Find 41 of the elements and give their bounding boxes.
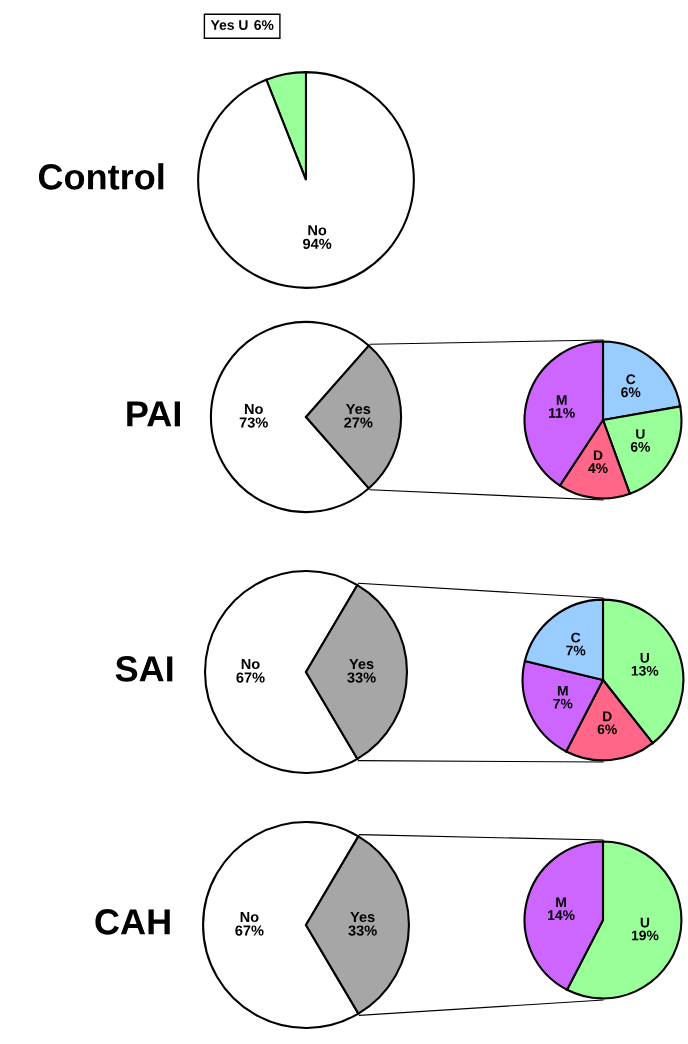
- text: Control: [38, 163, 164, 190]
- text: SAI: [115, 656, 173, 682]
- slice-label: M: [556, 395, 567, 405]
- text: CAH: [95, 909, 170, 935]
- slice-label: Yes: [350, 911, 375, 923]
- slice-label: C: [626, 374, 636, 385]
- slice-label: No: [244, 403, 263, 415]
- data-label: 33%: [347, 672, 376, 683]
- data-label: 73%: [239, 417, 268, 428]
- data-label: 67%: [235, 925, 264, 936]
- data-label: 67%: [236, 672, 265, 683]
- data-label: 11%: [549, 408, 575, 418]
- data-label: 19%: [631, 930, 659, 941]
- data-label: 27%: [344, 417, 373, 428]
- data-label: 6%: [630, 441, 651, 452]
- data-label: 4%: [588, 463, 608, 474]
- slice-label: Yes: [345, 403, 371, 415]
- data-label: 14%: [548, 910, 575, 920]
- slice-label: No: [240, 911, 259, 923]
- slice-label: No: [241, 658, 260, 670]
- slice-label: M: [557, 685, 568, 696]
- data-label: 6%: [597, 724, 617, 735]
- data-label: 94%: [303, 238, 332, 249]
- text: PAI: [127, 401, 180, 427]
- pie-slice: [197, 71, 415, 289]
- slice-label: U: [636, 429, 645, 439]
- data-label: 6%: [254, 20, 274, 30]
- data-label: 7%: [553, 698, 573, 709]
- data-label: 6%: [621, 387, 641, 398]
- slice-label: No: [308, 225, 327, 236]
- slice-label: U: [640, 653, 649, 663]
- slice-label: Yes U: [210, 20, 248, 30]
- data-label: 7%: [566, 645, 586, 656]
- data-label: 13%: [631, 665, 659, 676]
- data-label: 33%: [348, 925, 377, 936]
- slice-label: U: [640, 917, 650, 928]
- slice-label: C: [571, 632, 581, 643]
- slice-label: D: [603, 711, 612, 722]
- slice-label: D: [593, 450, 603, 460]
- slice-label: Yes: [349, 658, 374, 670]
- slice-label: M: [556, 897, 566, 907]
